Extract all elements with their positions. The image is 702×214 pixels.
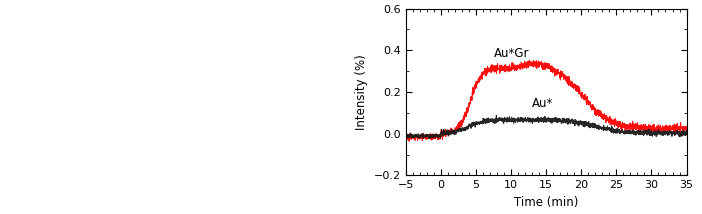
Text: Au*Gr: Au*Gr — [494, 47, 529, 59]
Y-axis label: Intensity (%): Intensity (%) — [355, 54, 369, 130]
X-axis label: Time (min): Time (min) — [514, 196, 578, 209]
Text: Au*: Au* — [532, 97, 553, 110]
